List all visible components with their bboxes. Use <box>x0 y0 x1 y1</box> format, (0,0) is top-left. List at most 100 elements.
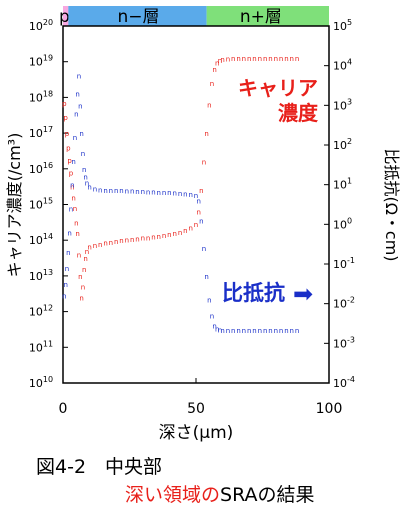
resistivity-point: n <box>82 166 86 174</box>
carrier-point: n <box>274 55 278 63</box>
carrier-point: n <box>178 229 182 237</box>
right-tick-label: 10-2 <box>333 296 355 311</box>
left-tick-label: 1012 <box>29 304 53 319</box>
carrier-point: n <box>151 234 155 242</box>
carrier-point: n <box>188 225 192 233</box>
right-tick-label: 102 <box>333 137 352 152</box>
resistivity-point: n <box>81 150 85 158</box>
resistivity-point: n <box>63 281 67 289</box>
axis-ticks: 1010101110121013101410151016101710181019… <box>29 18 355 417</box>
resistivity-point: n <box>146 188 150 196</box>
carrier-point: n <box>83 255 87 263</box>
carrier-point: n <box>207 102 211 110</box>
resistivity-point: n <box>220 327 224 335</box>
left-tick-label: 1015 <box>29 197 53 212</box>
carrier-point: n <box>218 57 222 65</box>
carrier-point: n <box>81 284 85 292</box>
left-tick-label: 1013 <box>29 268 53 283</box>
left-tick-label: 1010 <box>29 375 53 390</box>
carrier-point: p <box>67 157 72 165</box>
carrier-point: n <box>247 55 251 63</box>
carrier-point: p <box>69 169 74 177</box>
resistivity-point: n <box>263 327 267 335</box>
carrier-point: n <box>242 55 246 63</box>
carrier-point: n <box>93 242 97 250</box>
right-tick-label: 101 <box>333 177 352 192</box>
y-left-axis-label: キャリア濃度(/cm³) <box>5 133 24 278</box>
resistivity-point: n <box>69 205 73 213</box>
right-tick-label: 103 <box>333 97 352 112</box>
resistivity-point: n <box>242 327 246 335</box>
carrier-point: n <box>85 248 89 256</box>
carrier-point: n <box>87 244 91 252</box>
layer-band-1 <box>68 6 207 26</box>
resistivity-point: n <box>73 134 77 142</box>
resistivity-point: n <box>215 325 219 333</box>
resistivity-point: n <box>151 188 155 196</box>
resistivity-point: n <box>236 327 240 335</box>
layer-label-2: n+層 <box>240 7 282 27</box>
resistivity-point: n <box>202 245 206 253</box>
resistivity-point: n <box>231 327 235 335</box>
resistivity-point: n <box>65 265 69 273</box>
carrier-point: n <box>258 55 262 63</box>
resistivity-point: n <box>188 191 192 199</box>
resistivity-point: n <box>141 188 145 196</box>
caption-highlight: 深い領域の <box>125 484 221 506</box>
right-tick-label: 104 <box>333 58 352 73</box>
carrier-point: n <box>114 238 118 246</box>
layer-band-0 <box>63 6 69 26</box>
resistivity-point: n <box>93 186 97 194</box>
resistivity-point: n <box>77 73 81 81</box>
resistivity-point: n <box>79 130 83 138</box>
resistivity-point: n <box>226 327 230 335</box>
carrier-point: n <box>196 209 200 217</box>
resistivity-point: n <box>66 249 70 257</box>
left-tick-label: 1017 <box>29 125 53 140</box>
carrier-point: p <box>63 114 68 122</box>
resistivity-point: n <box>204 273 208 281</box>
carrier-annotation-line2: 濃度 <box>278 101 319 125</box>
carrier-point: n <box>78 273 82 281</box>
resistivity-point: n <box>258 327 262 335</box>
carrier-point: n <box>231 55 235 63</box>
resistivity-point: n <box>207 297 211 305</box>
carrier-point: n <box>82 266 86 274</box>
resistivity-point: n <box>162 189 166 197</box>
resistivity-point: n <box>284 327 288 335</box>
left-tick-label: 1020 <box>29 18 53 33</box>
carrier-point: n <box>79 294 83 302</box>
x-tick-label: 100 <box>316 401 343 417</box>
resistivity-point: n <box>67 229 71 237</box>
resistivity-point: n <box>295 327 299 335</box>
carrier-point: n <box>236 55 240 63</box>
carrier-point: n <box>194 221 198 229</box>
carrier-point: n <box>204 130 208 138</box>
carrier-point: n <box>135 235 139 243</box>
resistivity-point: n <box>109 187 113 195</box>
carrier-point: n <box>226 55 230 63</box>
carrier-point: n <box>125 236 129 244</box>
left-tick-label: 1016 <box>29 161 53 176</box>
resistivity-point: n <box>119 187 123 195</box>
carrier-point: n <box>268 55 272 63</box>
resistivity-point: n <box>74 110 78 118</box>
right-tick-label: 105 <box>333 18 352 33</box>
resistivity-point: n <box>290 327 294 335</box>
resistivity-point: n <box>75 90 79 98</box>
resistivity-point: n <box>114 187 118 195</box>
carrier-point: n <box>202 159 206 167</box>
resistivity-point: n <box>212 322 216 330</box>
resistivity-point: n <box>167 189 171 197</box>
carrier-point: n <box>252 55 256 63</box>
resistivity-point: n <box>274 327 278 335</box>
left-tick-label: 1019 <box>29 54 53 69</box>
carrier-point: p <box>65 130 70 138</box>
carrier-point: p <box>62 100 67 108</box>
resistivity-point: n <box>194 192 198 200</box>
x-tick-label: 50 <box>187 401 205 417</box>
carrier-point: n <box>119 237 123 245</box>
carrier-point: n <box>71 194 75 202</box>
